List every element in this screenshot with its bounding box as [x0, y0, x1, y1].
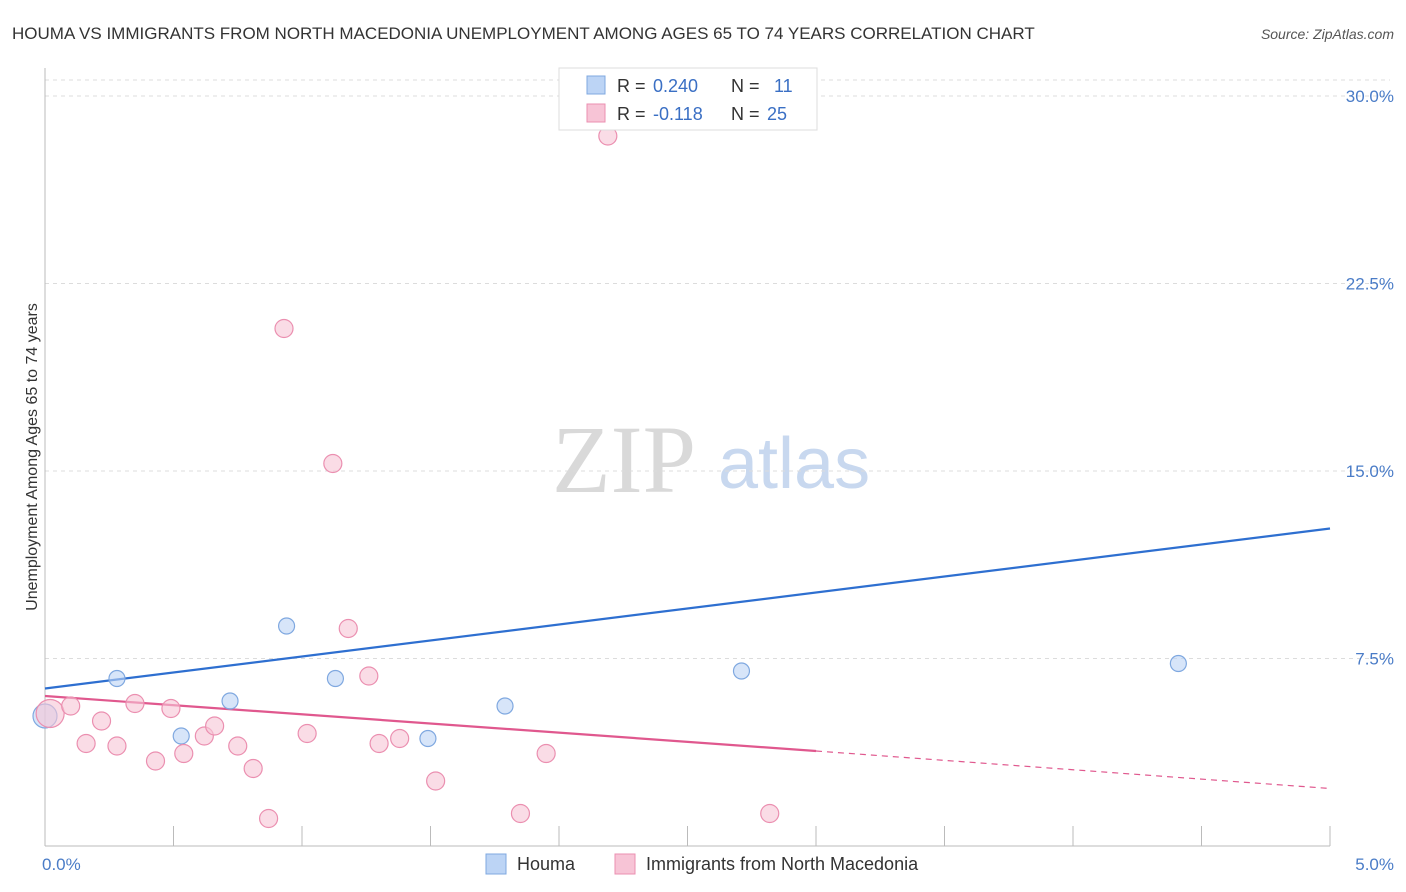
point-houma-7	[496, 697, 514, 715]
y-tick-labels: 7.5% 15.0% 22.5% 30.0%	[1346, 87, 1394, 669]
legend-n-label-0: N =	[731, 76, 760, 96]
point-houma-4	[277, 617, 296, 635]
y-tick-label-1: 15.0%	[1346, 462, 1394, 481]
watermark-atlas: atlas	[718, 424, 870, 504]
point-immigrants-3	[91, 711, 112, 731]
gridlines	[45, 79, 1390, 659]
point-immigrants-13	[258, 808, 279, 829]
point-immigrants-15	[297, 723, 317, 744]
point-immigrants-12	[243, 758, 263, 779]
legend-r-label-1: R =	[617, 104, 646, 124]
x-tick-labels: 0.0% 5.0%	[42, 855, 1394, 874]
point-immigrants-6	[145, 751, 166, 771]
point-immigrants-5	[125, 693, 145, 714]
x-tick-label-1: 5.0%	[1355, 855, 1394, 874]
y-tick-label-0: 7.5%	[1355, 650, 1394, 669]
point-immigrants-22	[510, 803, 531, 824]
legend-r-value-1: -0.118	[653, 104, 703, 124]
trend-line-dashed-1	[815, 750, 1331, 790]
point-immigrants-4	[107, 736, 127, 756]
series-legend: Houma Immigrants from North Macedonia	[485, 853, 919, 875]
series-legend-label-houma: Houma	[517, 854, 576, 874]
legend-swatch-houma	[586, 75, 606, 95]
point-immigrants-1	[61, 696, 81, 716]
legend-n-label-1: N =	[731, 104, 760, 124]
y-tick-label-2: 22.5%	[1346, 275, 1394, 294]
point-immigrants-10	[205, 716, 225, 736]
point-immigrants-8	[174, 743, 194, 764]
point-immigrants-11	[228, 736, 248, 756]
y-tick-label-3: 30.0%	[1346, 87, 1394, 106]
chart-source: Source: ZipAtlas.com	[1261, 26, 1394, 42]
point-immigrants-17	[338, 618, 358, 639]
legend-r-value-0: 0.240	[653, 76, 698, 96]
legend-n-value-0: 11	[774, 76, 793, 96]
y-axis-label: Unemployment Among Ages 65 to 74 years	[24, 303, 41, 611]
series-legend-label-immigrants: Immigrants from North Macedonia	[646, 854, 919, 874]
point-immigrants-16	[323, 453, 343, 474]
point-immigrants-20	[390, 728, 410, 749]
point-immigrants-14	[274, 318, 294, 339]
point-houma-6	[419, 729, 437, 748]
point-houma-1	[108, 669, 126, 688]
point-houma-8	[732, 662, 751, 680]
point-immigrants-19	[369, 733, 389, 754]
point-immigrants-0	[35, 698, 65, 729]
point-houma-5	[326, 669, 345, 688]
series-legend-swatch-immigrants	[614, 853, 636, 875]
legend-r-label-0: R =	[617, 76, 646, 96]
point-immigrants-23	[536, 743, 556, 764]
point-houma-2	[172, 727, 190, 745]
legend-swatch-immigrants	[586, 103, 606, 123]
point-immigrants-24	[760, 803, 780, 824]
chart-title: HOUMA VS IMMIGRANTS FROM NORTH MACEDONIA…	[12, 24, 1035, 43]
point-immigrants-7	[161, 698, 181, 719]
data-points	[32, 126, 1187, 829]
point-immigrants-2	[76, 733, 96, 754]
watermark-zip: ZIP	[552, 406, 696, 513]
point-houma-3	[221, 692, 239, 710]
point-immigrants-21	[426, 771, 446, 791]
point-immigrants-18	[359, 666, 379, 686]
trend-line-0	[44, 527, 1331, 690]
stats-legend: R = 0.240 N = 11 R = -0.118 N = 25	[558, 67, 818, 131]
watermark: ZIP atlas	[552, 406, 870, 513]
point-houma-9	[1169, 654, 1187, 673]
series-legend-swatch-houma	[485, 853, 507, 875]
x-tick-label-0: 0.0%	[42, 855, 81, 874]
legend-n-value-1: 25	[767, 104, 787, 124]
